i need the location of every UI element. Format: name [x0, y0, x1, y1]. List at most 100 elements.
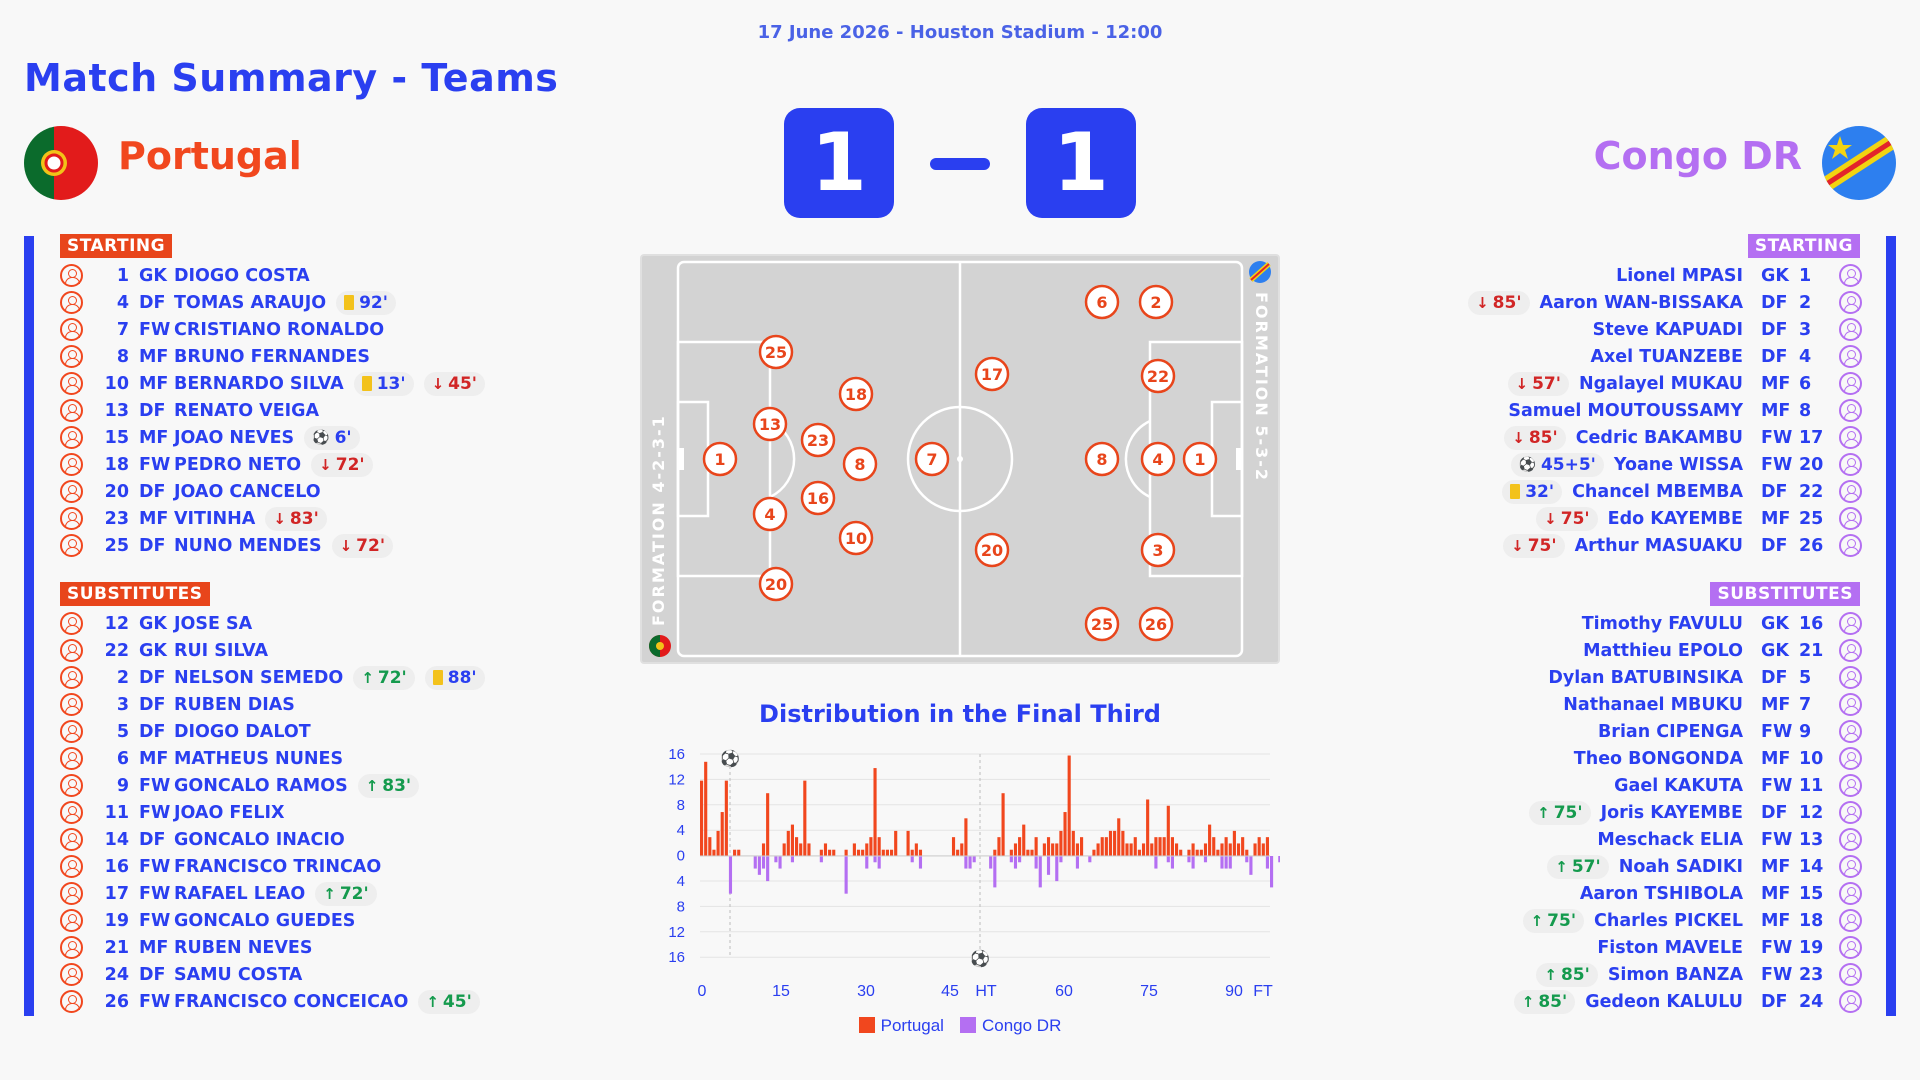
away-player-row[interactable]: ↑ 85' Gedeon KALULU DF 24 [1513, 988, 1862, 1015]
home-player-row[interactable]: 8 MF BRUNO FERNANDES [60, 343, 370, 370]
player-number: 5 [116, 721, 129, 742]
goal-marker-ball-icon: ⚽ [969, 949, 990, 968]
portugal-bar [716, 830, 720, 856]
arrow-up-icon: ↑ [1555, 857, 1568, 876]
away-player-row[interactable]: ↓ 75' Arthur MASUAKU DF 26 [1503, 532, 1862, 559]
portugal-bar [1195, 849, 1199, 856]
home-player-row[interactable]: 24 DF SAMU COSTA [60, 961, 302, 988]
portugal-bar [832, 849, 836, 856]
event-minute: 85' [1538, 991, 1568, 1012]
player-name: JOAO FELIX [174, 802, 285, 823]
away-player-row[interactable]: Fiston MAVELE FW 19 [1597, 934, 1862, 961]
congo-bar [1220, 856, 1224, 869]
away-player-row[interactable]: Matthieu EPOLO GK 21 [1583, 637, 1862, 664]
home-player-row[interactable]: 2 DF NELSON SEMEDO ↑ 72' 88' [60, 664, 485, 691]
player-avatar-icon [60, 855, 83, 878]
player-number: 16 [1799, 613, 1824, 634]
home-player-row[interactable]: 20 DF JOAO CANCELO [60, 478, 321, 505]
home-player-row[interactable]: 3 DF RUBEN DIAS [60, 691, 295, 718]
home-player-row[interactable]: 1 GK DIOGO COSTA [60, 262, 310, 289]
away-pitch-player-number: 17 [981, 365, 1003, 384]
away-player-row[interactable]: Theo BONGONDA MF 10 [1574, 745, 1862, 772]
away-player-row[interactable]: Brian CIPENGA FW 9 [1598, 718, 1862, 745]
away-player-row[interactable]: ↓ 57' Ngalayel MUKAU MF 6 [1507, 370, 1862, 397]
home-player-row[interactable]: 4 DF TOMAS ARAUJO 92' [60, 289, 396, 316]
away-player-row[interactable]: ↑ 75' Charles PICKEL MF 18 [1522, 907, 1862, 934]
away-player-row[interactable]: Lionel MPASI GK 1 [1616, 262, 1862, 289]
portugal-bar [906, 830, 910, 856]
portugal-bar [1212, 837, 1216, 856]
home-player-row[interactable]: 26 FW FRANCISCO CONCEICAO ↑ 45' [60, 988, 480, 1015]
player-position: FW [1761, 721, 1793, 742]
away-player-row[interactable]: ↑ 85' Simon BANZA FW 23 [1536, 961, 1862, 988]
home-player-row[interactable]: 11 FW JOAO FELIX [60, 799, 285, 826]
away-player-row[interactable]: Steve KAPUADI DF 3 [1593, 316, 1862, 343]
home-player-row[interactable]: 14 DF GONCALO INACIO [60, 826, 345, 853]
home-player-row[interactable]: 9 FW GONCALO RAMOS ↑ 83' [60, 772, 420, 799]
home-player-row[interactable]: 10 MF BERNARDO SILVA 13' ↓ 45' [60, 370, 486, 397]
portugal-bar [1104, 837, 1108, 856]
home-player-row[interactable]: 5 DF DIOGO DALOT [60, 718, 311, 745]
player-name: BRUNO FERNANDES [174, 346, 370, 367]
away-player-row[interactable]: Gael KAKUTA FW 11 [1614, 772, 1862, 799]
sub-in-event: ↑ 83' [357, 773, 420, 798]
away-player-row[interactable]: ↓ 85' Cedric BAKAMBU FW 17 [1504, 424, 1862, 451]
away-player-row[interactable]: Axel TUANZEBE DF 4 [1590, 343, 1862, 370]
congo-bar [1187, 856, 1191, 863]
home-player-row[interactable]: 21 MF RUBEN NEVES [60, 934, 312, 961]
away-player-row[interactable]: ⚽ 45+5' Yoane WISSA FW 20 [1510, 451, 1862, 478]
home-player-row[interactable]: 23 MF VITINHA ↓ 83' [60, 505, 327, 532]
player-position: DF [139, 481, 166, 502]
away-player-row[interactable]: Meschack ELIA FW 13 [1597, 826, 1862, 853]
away-player-row[interactable]: Timothy FAVULU GK 16 [1582, 610, 1862, 637]
y-tick-label: 12 [668, 771, 685, 788]
player-name: Gedeon KALULU [1585, 991, 1743, 1012]
player-position: DF [1761, 292, 1788, 313]
away-player-row[interactable]: Dylan BATUBINSIKA DF 5 [1548, 664, 1862, 691]
player-name: Nathanael MBUKU [1563, 694, 1743, 715]
arrow-down-icon: ↓ [431, 374, 445, 393]
home-player-row[interactable]: 25 DF NUNO MENDES ↓ 72' [60, 532, 394, 559]
sub-out-event: ↓ 85' [1468, 290, 1530, 315]
portugal-bar [1113, 830, 1117, 856]
chart-legend: Portugal Congo DR [640, 1016, 1280, 1036]
home-player-row[interactable]: 12 GK JOSE SA [60, 610, 252, 637]
away-player-row[interactable]: Samuel MOUTOUSSAMY MF 8 [1508, 397, 1862, 424]
congo-bar [1203, 856, 1208, 863]
home-player-row[interactable]: 17 FW RAFAEL LEAO ↑ 72' [60, 880, 377, 907]
away-player-row[interactable]: Nathanael MBUKU MF 7 [1563, 691, 1862, 718]
portugal-bar [1009, 849, 1013, 856]
home-player-row[interactable]: 6 MF MATHEUS NUNES [60, 745, 343, 772]
congo-bar [1170, 856, 1174, 869]
away-player-row[interactable]: ↑ 75' Joris KAYEMBE DF 12 [1529, 799, 1862, 826]
home-player-row[interactable]: 7 FW CRISTIANO RONALDO [60, 316, 384, 343]
portugal-bar [1067, 755, 1071, 856]
player-number: 13 [1799, 829, 1824, 850]
player-number: 26 [1799, 535, 1824, 556]
sub-out-event: ↓ 72' [331, 533, 394, 558]
sub-in-event: ↑ 72' [315, 881, 377, 906]
home-player-row[interactable]: 19 FW GONCALO GUEDES [60, 907, 355, 934]
congo-bar [1075, 856, 1079, 869]
home-player-row[interactable]: 15 MF JOAO NEVES ⚽ 6' [60, 424, 360, 451]
player-number: 2 [1799, 292, 1812, 313]
home-player-row[interactable]: 22 GK RUI SILVA [60, 637, 268, 664]
away-player-row[interactable]: 32' Chancel MBEMBA DF 22 [1502, 478, 1862, 505]
portugal-bar [1125, 843, 1129, 856]
home-player-row[interactable]: 13 DF RENATO VEIGA [60, 397, 319, 424]
home-player-row[interactable]: 18 FW PEDRO NETO ↓ 72' [60, 451, 373, 478]
arrow-down-icon: ↓ [319, 455, 332, 474]
x-tick-label: 30 [857, 983, 875, 1000]
portugal-bar [1220, 843, 1224, 856]
player-number: 13 [104, 400, 129, 421]
portugal-bar [993, 849, 997, 856]
away-player-row[interactable]: Aaron TSHIBOLA MF 15 [1580, 880, 1862, 907]
player-number: 12 [104, 613, 129, 634]
away-player-row[interactable]: ↓ 85' Aaron WAN-BISSAKA DF 2 [1468, 289, 1862, 316]
portugal-bar [852, 843, 856, 856]
away-pitch-flag-icon [1249, 261, 1271, 283]
away-player-row[interactable]: ↓ 75' Edo KAYEMBE MF 25 [1536, 505, 1862, 532]
away-player-row[interactable]: ↑ 57' Noah SADIKI MF 14 [1547, 853, 1862, 880]
home-side-bar [24, 236, 34, 1016]
home-player-row[interactable]: 16 FW FRANCISCO TRINCAO [60, 853, 381, 880]
